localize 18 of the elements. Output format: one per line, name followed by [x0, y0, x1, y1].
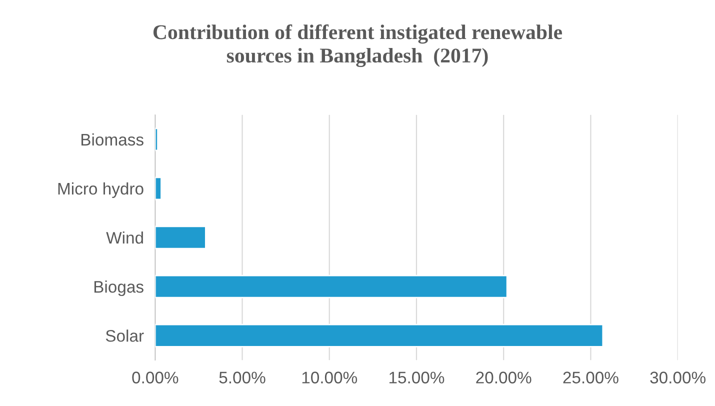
x-tick-label: 0.00%	[132, 372, 178, 384]
x-tick-label: 30.00%	[650, 372, 706, 384]
bar	[155, 274, 508, 298]
x-tick-label: 20.00%	[476, 372, 532, 384]
chart-title: Contribution of different instigated renewable sources in Bangladesh (2017)	[153, 24, 562, 68]
bar	[155, 324, 604, 348]
bar	[155, 176, 162, 200]
y-tick-label: Wind	[106, 231, 143, 244]
bar	[155, 226, 206, 250]
y-tick-label: Micro hydro	[58, 182, 144, 198]
x-tick-label: 10.00%	[302, 372, 358, 384]
x-tick-label: 15.00%	[389, 372, 444, 384]
x-tick-label: 25.00%	[563, 372, 618, 384]
y-tick-label: Biogas	[94, 280, 144, 296]
x-tick-label: 5.00%	[219, 372, 266, 384]
bar	[155, 128, 158, 152]
y-tick-label: Solar	[106, 330, 144, 342]
y-tick-label: Biomass	[82, 133, 144, 146]
